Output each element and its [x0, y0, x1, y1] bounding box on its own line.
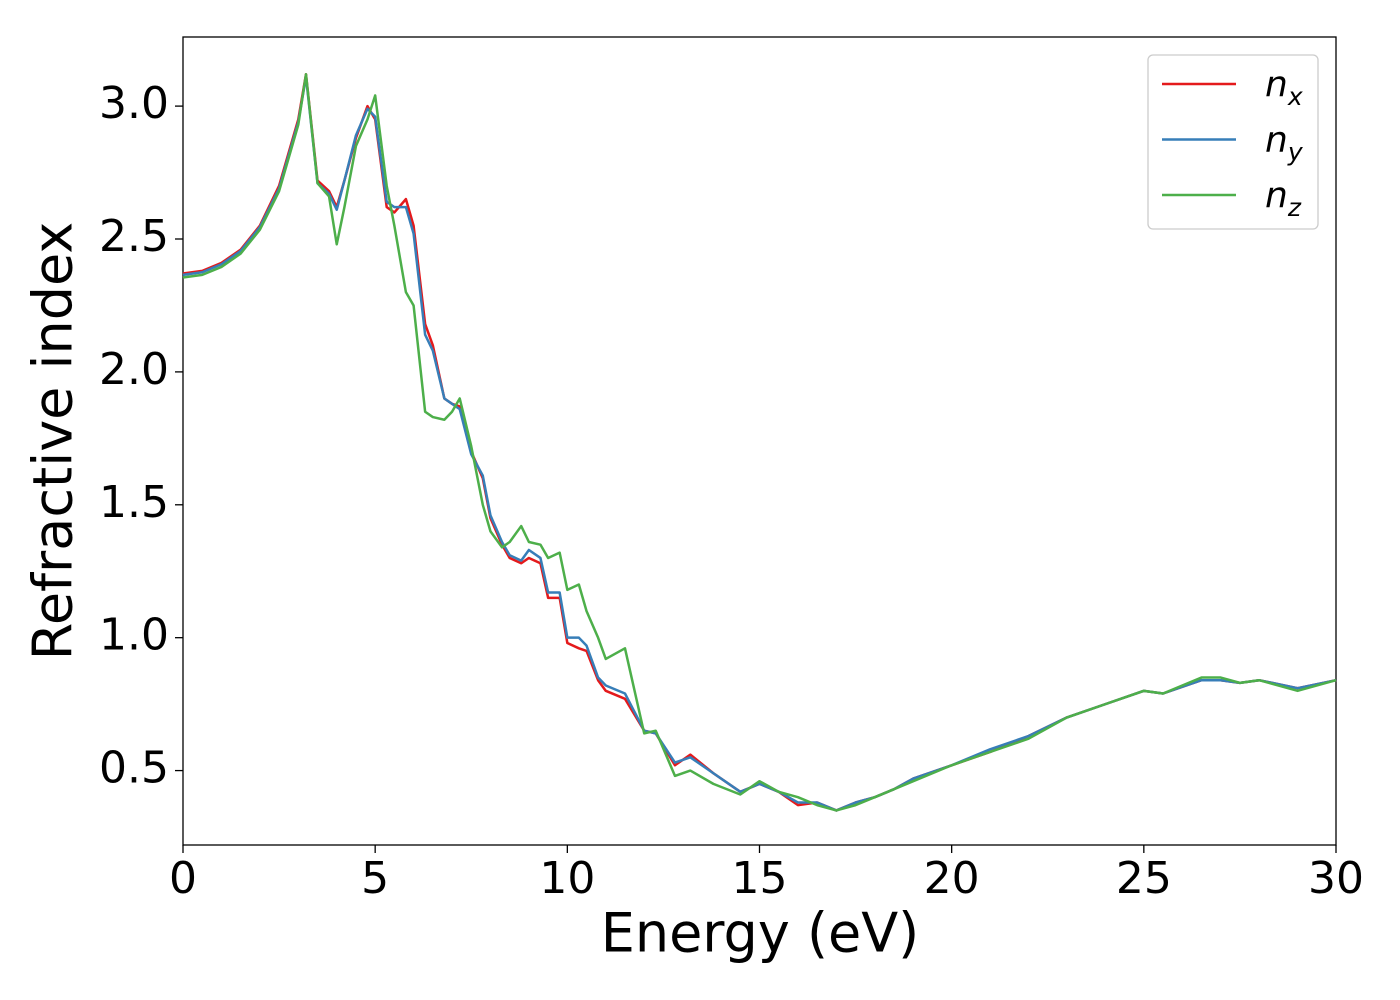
x-tick-label: 25 — [1116, 853, 1172, 904]
y-tick-label: 3.0 — [99, 78, 169, 129]
legend-label: ny — [1265, 120, 1304, 167]
y-tick-label: 2.0 — [99, 344, 169, 395]
legend-label: nz — [1265, 175, 1302, 222]
x-axis-label: Energy (eV) — [601, 902, 920, 965]
x-tick-label: 10 — [539, 853, 595, 904]
y-tick-label: 2.5 — [99, 211, 169, 262]
y-axis-label: Refractive index — [22, 222, 85, 661]
data-line — [182, 72, 1337, 812]
x-tick-label: 15 — [732, 853, 788, 904]
x-tick-label: 0 — [169, 853, 197, 904]
legend-label: nx — [1265, 64, 1303, 111]
x-tick-label: 30 — [1308, 853, 1364, 904]
data-line — [182, 75, 1337, 812]
x-tick-label: 5 — [361, 853, 389, 904]
y-tick-label: 1.5 — [99, 477, 169, 528]
legend-box — [1147, 54, 1319, 230]
x-tick-label: 20 — [924, 853, 980, 904]
y-tick-label: 1.0 — [99, 610, 169, 661]
y-tick-label: 0.5 — [99, 743, 169, 794]
